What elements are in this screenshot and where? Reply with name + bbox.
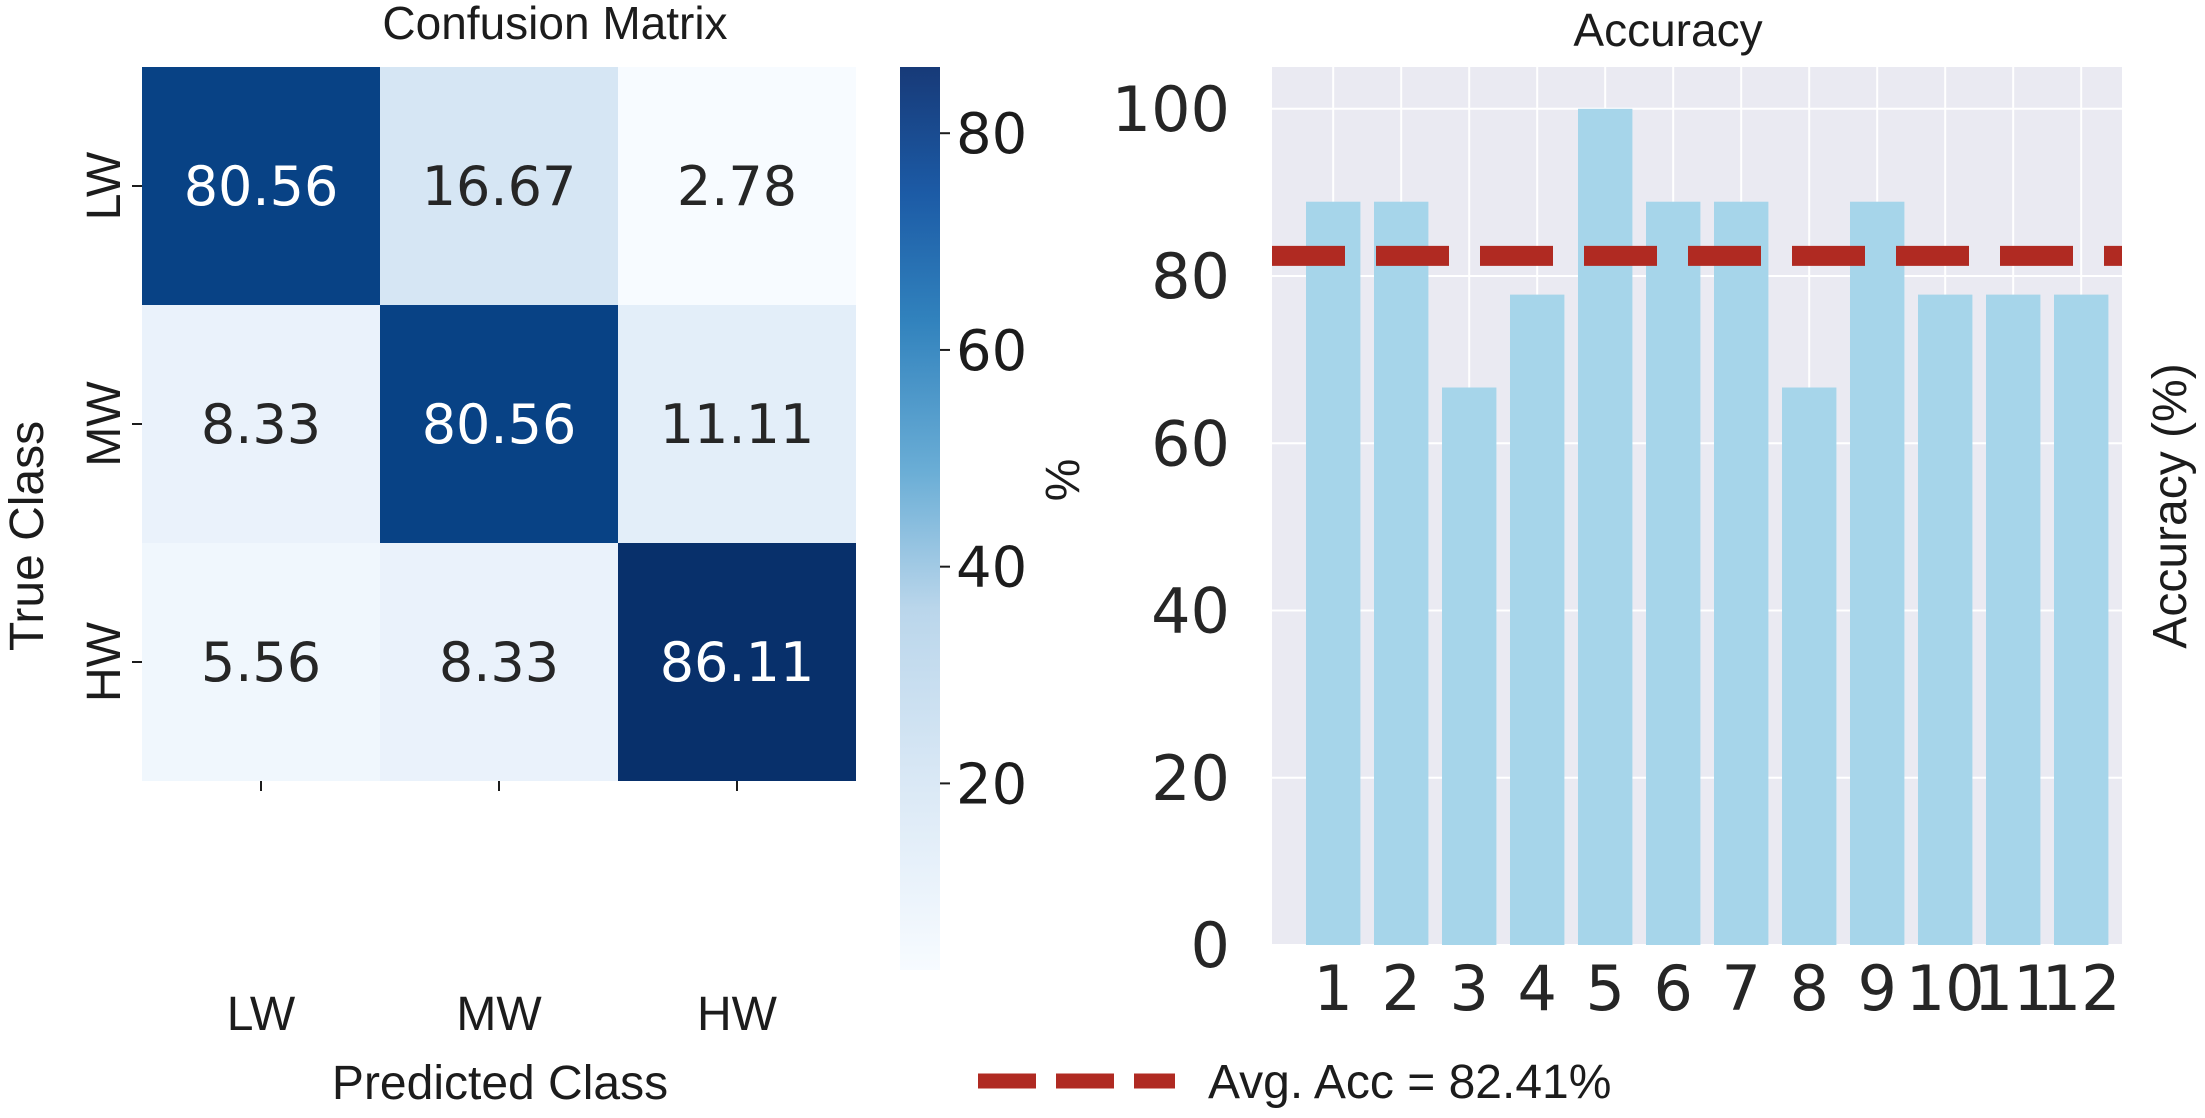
legend: Avg. Acc = 82.41% [978, 1056, 1611, 1109]
acc-y-tick-label: 0 [1191, 909, 1230, 982]
acc-x-tick-label: 1 [1313, 952, 1352, 1025]
cm-x-ticks: LW MW HW [227, 781, 778, 1041]
cm-y-tick-label: LW [78, 151, 131, 220]
acc-x-tick-label: 3 [1449, 952, 1488, 1025]
colorbar-gradient [900, 67, 940, 970]
acc-bar-10 [1918, 294, 1973, 945]
acc-x-tick-label: 4 [1517, 952, 1556, 1025]
cm-cell-mw-lw [142, 305, 380, 543]
colorbar-tick-label: 80 [956, 102, 1027, 167]
cm-value-label: 86.11 [660, 631, 815, 694]
acc-bar-9 [1850, 201, 1905, 946]
colorbar-tick-label: 40 [956, 536, 1027, 601]
cm-value-label: 80.56 [422, 393, 577, 456]
acc-x-tick-label: 2 [1381, 952, 1420, 1025]
colorbar: 20 40 60 80 % [900, 67, 1088, 970]
colorbar-label: % [1035, 459, 1088, 502]
acc-y-tick-label: 20 [1151, 742, 1230, 815]
cm-cell-lw-lw [142, 67, 380, 305]
acc-title: Accuracy [1573, 4, 1762, 56]
cm-x-tick-label: LW [227, 988, 296, 1041]
cm-cell-hw-mw [380, 543, 618, 781]
cm-value-label: 2.78 [677, 155, 797, 218]
acc-x-tick-label: 8 [1789, 952, 1828, 1025]
colorbar-ticks: 20 40 60 80 [940, 102, 1027, 817]
cm-value-label: 8.33 [439, 631, 559, 694]
cm-value-label: 11.11 [660, 393, 815, 456]
acc-x-tick-label: 9 [1857, 952, 1896, 1025]
acc-x-tick-label: 6 [1653, 952, 1692, 1025]
acc-x-tick-label: 5 [1585, 952, 1624, 1025]
cm-value-label: 80.56 [184, 155, 339, 218]
cm-cell-hw-hw [618, 543, 856, 781]
cm-value-label: 5.56 [201, 631, 321, 694]
acc-y-tick-label: 60 [1151, 407, 1230, 480]
cm-cell-lw-hw [618, 67, 856, 305]
cm-y-ticks: LW MW HW [78, 151, 142, 702]
acc-bar-3 [1442, 387, 1497, 945]
acc-y-tick-label: 80 [1151, 240, 1230, 313]
acc-bar-1 [1306, 201, 1361, 946]
cm-value-label: 16.67 [422, 155, 577, 218]
cm-cell-mw-hw [618, 305, 856, 543]
acc-y-tick-label: 100 [1112, 73, 1230, 146]
cm-cell-mw-mw [380, 305, 618, 543]
cm-cells: 80.56 16.67 2.78 8.33 80.56 11.11 5.56 8.33 86.1… [142, 67, 856, 781]
cm-x-tick-label: HW [697, 988, 778, 1041]
acc-bar-2 [1374, 201, 1429, 946]
confusion-matrix-panel: Confusion Matrix 80.56 16.67 2.788.33 80.56… [1, 0, 856, 1110]
acc-x-tick-label: 7 [1721, 952, 1760, 1025]
cm-y-tick-label: HW [78, 621, 131, 702]
acc-y-ticks: 0 20 40 60 80 100 [1112, 73, 1230, 982]
acc-bar-5 [1578, 108, 1633, 946]
colorbar-tick-label: 20 [956, 752, 1027, 817]
colorbar-tick-label: 60 [956, 319, 1027, 384]
acc-x-tick-label: 10 [1906, 952, 1985, 1025]
acc-bar-8 [1782, 387, 1837, 945]
cm-x-axis-label: Predicted Class [332, 1057, 668, 1110]
cm-y-axis-label: True Class [1, 421, 54, 651]
cm-x-tick-label: MW [456, 988, 542, 1041]
legend-label: Avg. Acc = 82.41% [1208, 1056, 1611, 1109]
acc-bar-12 [2054, 294, 2109, 945]
acc-y-tick-label: 40 [1151, 575, 1230, 648]
acc-x-tick-label: 11 [1974, 952, 2053, 1025]
acc-bar-4 [1510, 294, 1565, 945]
acc-bar-6 [1646, 201, 1701, 946]
acc-x-tick-label: 12 [2042, 952, 2121, 1025]
cm-cell-hw-lw [142, 543, 380, 781]
acc-bar-7 [1714, 201, 1769, 946]
cm-value-label: 8.33 [201, 393, 321, 456]
cm-cell-lw-mw [380, 67, 618, 305]
acc-y-axis-label: Accuracy (%) [2144, 363, 2197, 648]
acc-bar-11 [1986, 294, 2041, 945]
cm-title: Confusion Matrix [382, 0, 727, 49]
cm-y-tick-label: MW [78, 381, 131, 467]
